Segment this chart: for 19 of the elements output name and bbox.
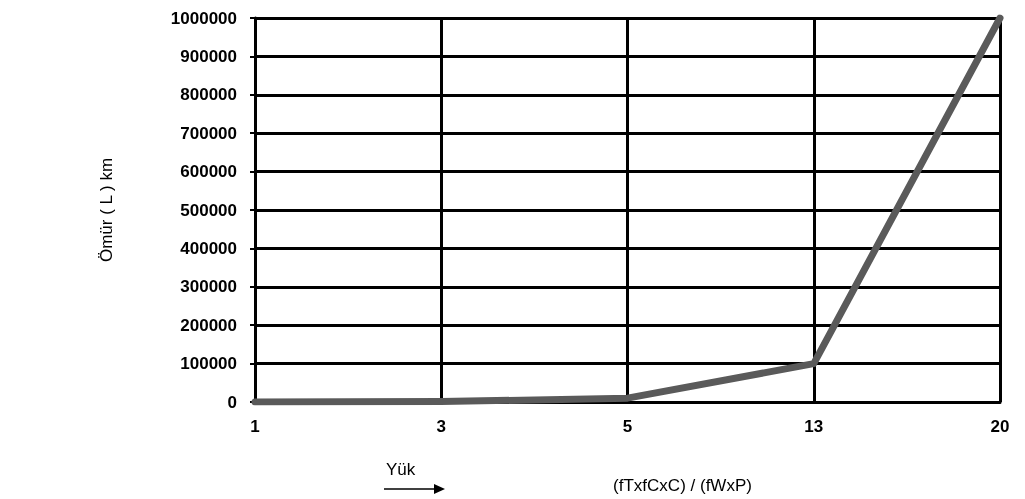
y-axis-title: Ömür ( L ) km (97, 157, 116, 263)
x-tick-label: 13 (804, 417, 824, 436)
y-tick-label: 400000 (180, 238, 237, 258)
y-tick-label: 100000 (180, 354, 237, 374)
x-axis-title: (fTxfCxC) / (fWxP) (613, 476, 752, 495)
y-tick-label: 800000 (180, 85, 237, 105)
y-tick-label: 500000 (180, 200, 237, 220)
y-tick-label: 200000 (180, 315, 237, 335)
y-tick-label: 900000 (180, 46, 237, 66)
y-tick-label: 600000 (180, 162, 237, 182)
y-tick-label: 700000 (180, 123, 237, 143)
x-tick-label: 5 (622, 417, 633, 436)
x-tick-label: 3 (436, 417, 446, 436)
y-tick-label: 300000 (180, 277, 237, 297)
y-tick-label: 0 (227, 392, 237, 412)
x-tick-label: 20 (990, 417, 1010, 436)
text: Yük (386, 460, 416, 480)
x-tick-label: 1 (250, 417, 260, 436)
y-tick-label: 1000000 (170, 8, 237, 28)
